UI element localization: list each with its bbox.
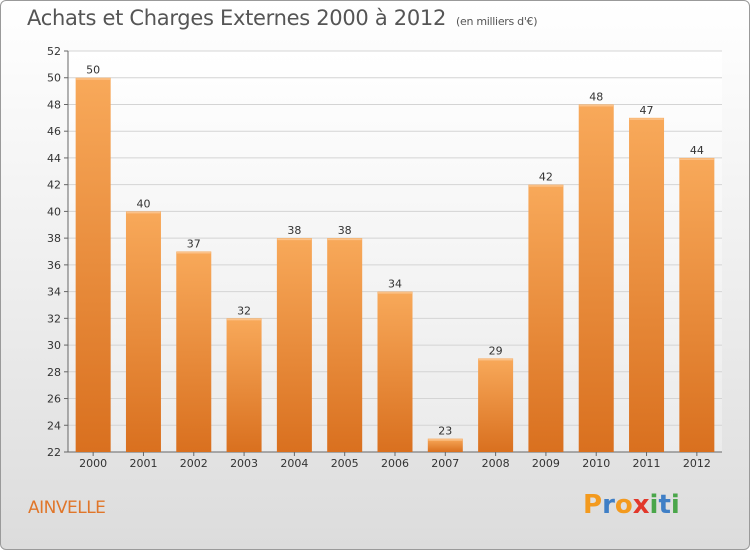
bar-highlight xyxy=(579,104,614,107)
bar xyxy=(629,117,665,452)
bar-value-label: 23 xyxy=(438,425,452,438)
x-tick-label: 2003 xyxy=(230,457,258,470)
bar-highlight xyxy=(327,238,362,241)
bar xyxy=(176,251,212,452)
chart-subtitle: (en milliers d'€) xyxy=(456,15,538,28)
bar-value-label: 47 xyxy=(640,104,654,117)
bar-value-label: 37 xyxy=(187,238,201,251)
logo-letter: t xyxy=(658,490,671,520)
x-tick-label: 2009 xyxy=(532,457,560,470)
x-tick-label: 2008 xyxy=(482,457,510,470)
y-tick-label: 46 xyxy=(47,125,61,138)
y-tick-label: 26 xyxy=(47,393,61,406)
bar-highlight xyxy=(277,238,312,241)
bar-value-label: 44 xyxy=(690,144,704,157)
y-tick-label: 22 xyxy=(47,446,61,459)
logo-letter: P xyxy=(583,490,603,520)
x-tick-label: 2012 xyxy=(683,457,711,470)
bar-highlight xyxy=(378,292,412,294)
x-tick-label: 2001 xyxy=(129,457,157,470)
bar xyxy=(377,291,413,452)
y-tick-label: 30 xyxy=(47,339,61,352)
bar-highlight xyxy=(428,439,463,441)
y-tick-label: 38 xyxy=(47,232,61,245)
y-tick-label: 52 xyxy=(47,45,61,58)
y-tick-label: 36 xyxy=(47,259,61,272)
bar xyxy=(427,438,463,452)
bar-value-label: 50 xyxy=(86,64,100,77)
chart-title: Achats et Charges Externes 2000 à 2012 (e… xyxy=(27,6,538,30)
y-tick-label: 42 xyxy=(47,179,61,192)
logo-letter: o xyxy=(614,490,633,520)
commune-name: AINVELLE xyxy=(28,498,106,518)
bar xyxy=(528,184,564,452)
bar-highlight xyxy=(679,158,714,160)
x-tick-label: 2010 xyxy=(582,457,610,470)
logo-letter: x xyxy=(632,490,650,520)
bar xyxy=(226,318,262,452)
bar xyxy=(578,104,614,452)
x-tick-label: 2007 xyxy=(431,457,459,470)
x-tick-label: 2004 xyxy=(280,457,308,470)
bar-highlight xyxy=(76,78,111,80)
bar-value-label: 38 xyxy=(287,224,301,237)
bar-highlight xyxy=(126,211,161,214)
y-tick-label: 32 xyxy=(47,312,61,325)
y-tick-label: 28 xyxy=(47,366,61,379)
bar-value-label: 42 xyxy=(539,171,553,184)
bar xyxy=(75,77,111,452)
proxiti-logo[interactable]: Proxiti xyxy=(583,490,680,520)
logo-letter: i xyxy=(649,490,659,520)
logo-letter: r xyxy=(602,490,615,520)
bar xyxy=(125,211,161,452)
bar-value-label: 34 xyxy=(388,278,402,291)
bar-highlight xyxy=(629,118,664,120)
y-tick-label: 34 xyxy=(47,286,61,299)
y-tick-label: 24 xyxy=(47,419,61,432)
x-tick-label: 2002 xyxy=(180,457,208,470)
bar-highlight xyxy=(227,318,262,321)
y-tick-label: 40 xyxy=(47,205,61,218)
bar xyxy=(327,238,363,452)
bar-value-label: 32 xyxy=(237,304,251,317)
logo-letter: i xyxy=(670,490,680,520)
y-tick-label: 50 xyxy=(47,72,61,85)
y-tick-label: 44 xyxy=(47,152,61,165)
bar-value-label: 40 xyxy=(136,197,150,210)
bar-highlight xyxy=(176,252,211,254)
x-tick-label: 2006 xyxy=(381,457,409,470)
y-tick-label: 48 xyxy=(47,98,61,111)
chart-title-text: Achats et Charges Externes 2000 à 2012 xyxy=(27,6,447,30)
bar xyxy=(478,358,514,452)
bar xyxy=(679,157,715,452)
x-tick-label: 2011 xyxy=(633,457,661,470)
bar xyxy=(276,238,312,452)
bar-value-label: 38 xyxy=(338,224,352,237)
x-tick-label: 2005 xyxy=(331,457,359,470)
bar-highlight xyxy=(478,358,513,361)
bar-value-label: 29 xyxy=(489,344,503,357)
bar-highlight xyxy=(528,185,563,187)
x-tick-label: 2000 xyxy=(79,457,107,470)
bar-value-label: 48 xyxy=(589,90,603,103)
